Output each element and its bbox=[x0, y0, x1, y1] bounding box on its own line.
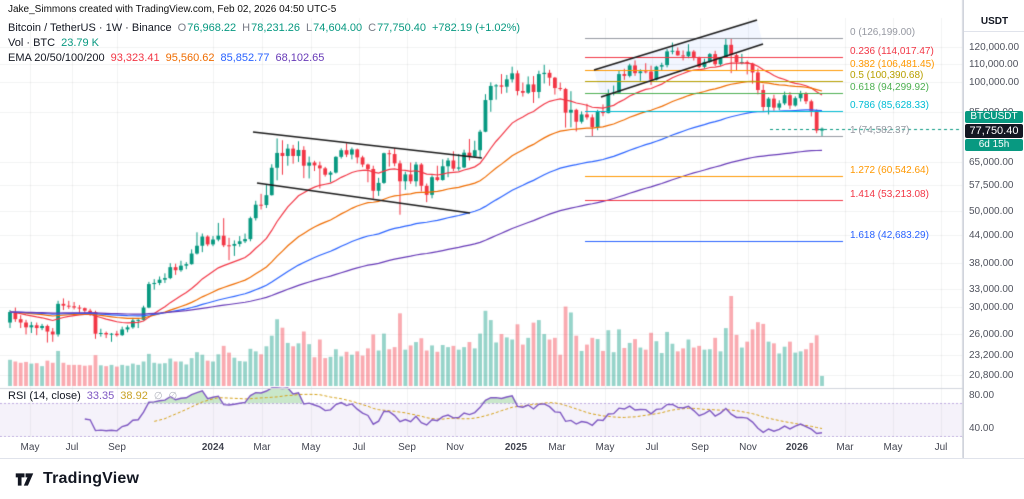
price-axis-label: 38,000.00 bbox=[969, 257, 1014, 269]
volume-label: Vol · BTC bbox=[8, 37, 56, 49]
tradingview-brand-text[interactable]: TradingView bbox=[43, 470, 140, 487]
tradingview-logo-icon[interactable] bbox=[14, 469, 35, 490]
price-change: +782.19 (+1.02%) bbox=[432, 22, 521, 34]
rsi-value: 33.35 bbox=[86, 390, 115, 402]
time-axis-label: Jul bbox=[352, 442, 366, 453]
time-axis-label: Jul bbox=[65, 442, 79, 453]
chart-legend: Bitcoin / TetherUS · 1W · Binance O 76,96… bbox=[8, 22, 520, 67]
rsi-legend-row[interactable]: RSI (14, close) 33.35 38.92 ∅ ∅ bbox=[8, 390, 177, 402]
symbol-title: Bitcoin / TetherUS · 1W · Binance bbox=[8, 22, 172, 34]
time-axis-label: 2024 bbox=[201, 442, 225, 453]
price-axis-label: 44,000.00 bbox=[969, 230, 1014, 242]
price-axis-label: 57,500.00 bbox=[969, 180, 1014, 192]
ema-100-value: 85,852.77 bbox=[220, 52, 270, 64]
ema-50-value: 95,560.62 bbox=[165, 52, 215, 64]
symbol-legend-row[interactable]: Bitcoin / TetherUS · 1W · Binance O 76,96… bbox=[8, 22, 520, 37]
price-axis-label: 110,000.00 bbox=[969, 58, 1019, 70]
price-axis-label: 100,000.00 bbox=[969, 76, 1020, 88]
volume-legend-row[interactable]: Vol · BTC 23.79 K bbox=[8, 37, 520, 52]
time-axis-label: Nov bbox=[446, 442, 464, 453]
ema-200-value: 68,102.65 bbox=[275, 52, 325, 64]
price-axis-label: 23,200.00 bbox=[969, 350, 1014, 362]
ohlc-low: L 74,604.00 bbox=[306, 22, 363, 34]
time-axis-label: Jul bbox=[645, 442, 659, 453]
price-axis[interactable]: USDT BTCUSDT 77,750.40 6d 15h 120,000.00… bbox=[963, 0, 1024, 458]
ohlc-close: C 77,750.40 bbox=[368, 22, 426, 34]
time-axis-label: May bbox=[301, 442, 321, 453]
price-axis-label: 30,000.00 bbox=[969, 301, 1014, 313]
time-axis-label: Sep bbox=[398, 442, 416, 453]
currency-tab[interactable]: USDT bbox=[964, 16, 1024, 32]
rsi-label: RSI (14, close) bbox=[8, 390, 81, 402]
ema-20-value: 93,323.41 bbox=[110, 52, 160, 64]
price-axis-label: 26,000.00 bbox=[969, 328, 1014, 340]
bar-countdown-badge: 6d 15h bbox=[965, 139, 1023, 151]
attribution-text: Jake_Simmons created with TradingView.co… bbox=[8, 4, 337, 15]
price-axis-label: 50,000.00 bbox=[969, 206, 1014, 218]
price-axis-label: 33,000.00 bbox=[969, 284, 1014, 296]
rsi-axis-label: 80.00 bbox=[969, 390, 995, 401]
time-axis-label: Sep bbox=[691, 442, 709, 453]
time-axis-label: Mar bbox=[548, 442, 566, 453]
time-axis-label: Mar bbox=[253, 442, 271, 453]
ema-label: EMA 20/50/100/200 bbox=[8, 52, 105, 64]
rsi-disabled-icon: ∅ bbox=[168, 391, 178, 402]
time-axis-label: 2025 bbox=[504, 442, 528, 453]
time-axis-label: May bbox=[883, 442, 903, 453]
last-price-badge: 77,750.40 bbox=[965, 124, 1023, 138]
symbol-price-label: BTCUSDT bbox=[965, 111, 1023, 123]
volume-value: 23.79 K bbox=[61, 37, 99, 49]
time-axis-label: May bbox=[20, 442, 40, 453]
ohlc-open: O 76,968.22 bbox=[177, 22, 237, 34]
price-axis-label: 65,000.00 bbox=[969, 157, 1014, 169]
price-axis-label: 20,800.00 bbox=[969, 370, 1014, 382]
ema-legend-row[interactable]: EMA 20/50/100/200 93,323.41 95,560.62 85… bbox=[8, 52, 520, 67]
time-axis-label: Mar bbox=[836, 442, 854, 453]
rsi-ma-value: 38.92 bbox=[120, 390, 148, 402]
time-axis-label: 2026 bbox=[785, 442, 809, 453]
time-axis-label: Sep bbox=[108, 442, 126, 453]
time-axis-label: Jul bbox=[934, 442, 948, 453]
time-axis[interactable]: May Jul Sep 2024 Mar May Jul Sep Nov 2025 Mar May Ju… bbox=[0, 437, 962, 458]
ohlc-high: H 78,231.26 bbox=[242, 22, 301, 34]
time-axis-label: Nov bbox=[739, 442, 757, 453]
footer-bar: TradingView bbox=[0, 458, 1024, 499]
rsi-axis-label: 40.00 bbox=[969, 423, 995, 434]
price-axis-label: 120,000.00 bbox=[969, 42, 1020, 54]
time-axis-label: May bbox=[595, 442, 615, 453]
rsi-disabled-icon: ∅ bbox=[153, 391, 163, 402]
